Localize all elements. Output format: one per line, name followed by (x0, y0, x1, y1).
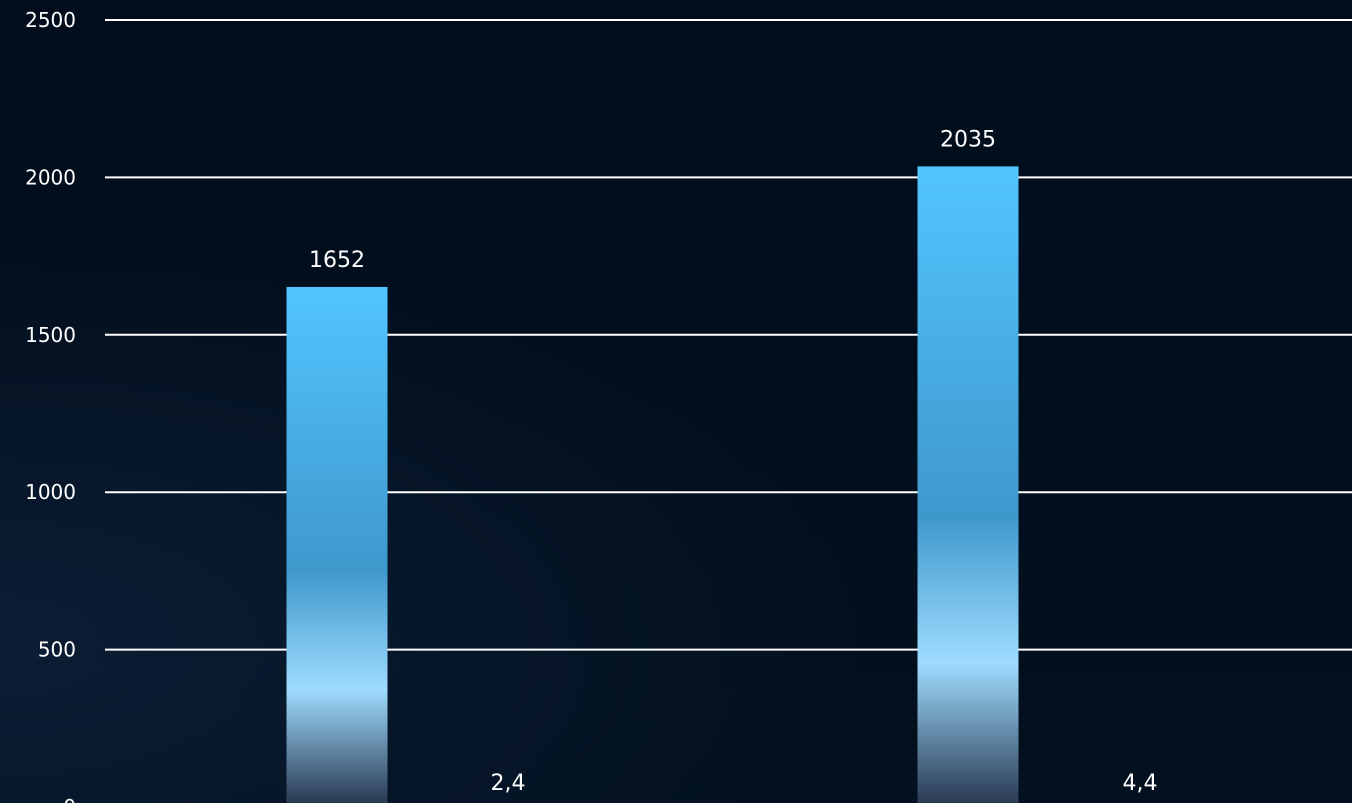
category-label: 2,4 (491, 771, 526, 796)
y-tick-label: 1500 (25, 323, 76, 347)
bars (286, 166, 1019, 803)
bar-value-label: 1652 (309, 248, 365, 273)
y-axis-ticks: 0 500 1000 1500 2000 2500 (25, 8, 76, 803)
category-labels: 2,4 4,4 (491, 771, 1158, 796)
y-tick-label: 0 (63, 795, 76, 803)
y-tick-label: 2000 (25, 165, 76, 189)
bar[interactable] (917, 166, 1019, 803)
bar[interactable] (286, 286, 388, 803)
y-tick-label: 1000 (25, 480, 76, 504)
category-label: 4,4 (1123, 771, 1158, 796)
bar-value-label: 2035 (940, 127, 996, 152)
y-tick-label: 2500 (25, 8, 76, 32)
data-labels: 1652 2035 (309, 127, 996, 273)
y-tick-label: 500 (38, 638, 76, 662)
